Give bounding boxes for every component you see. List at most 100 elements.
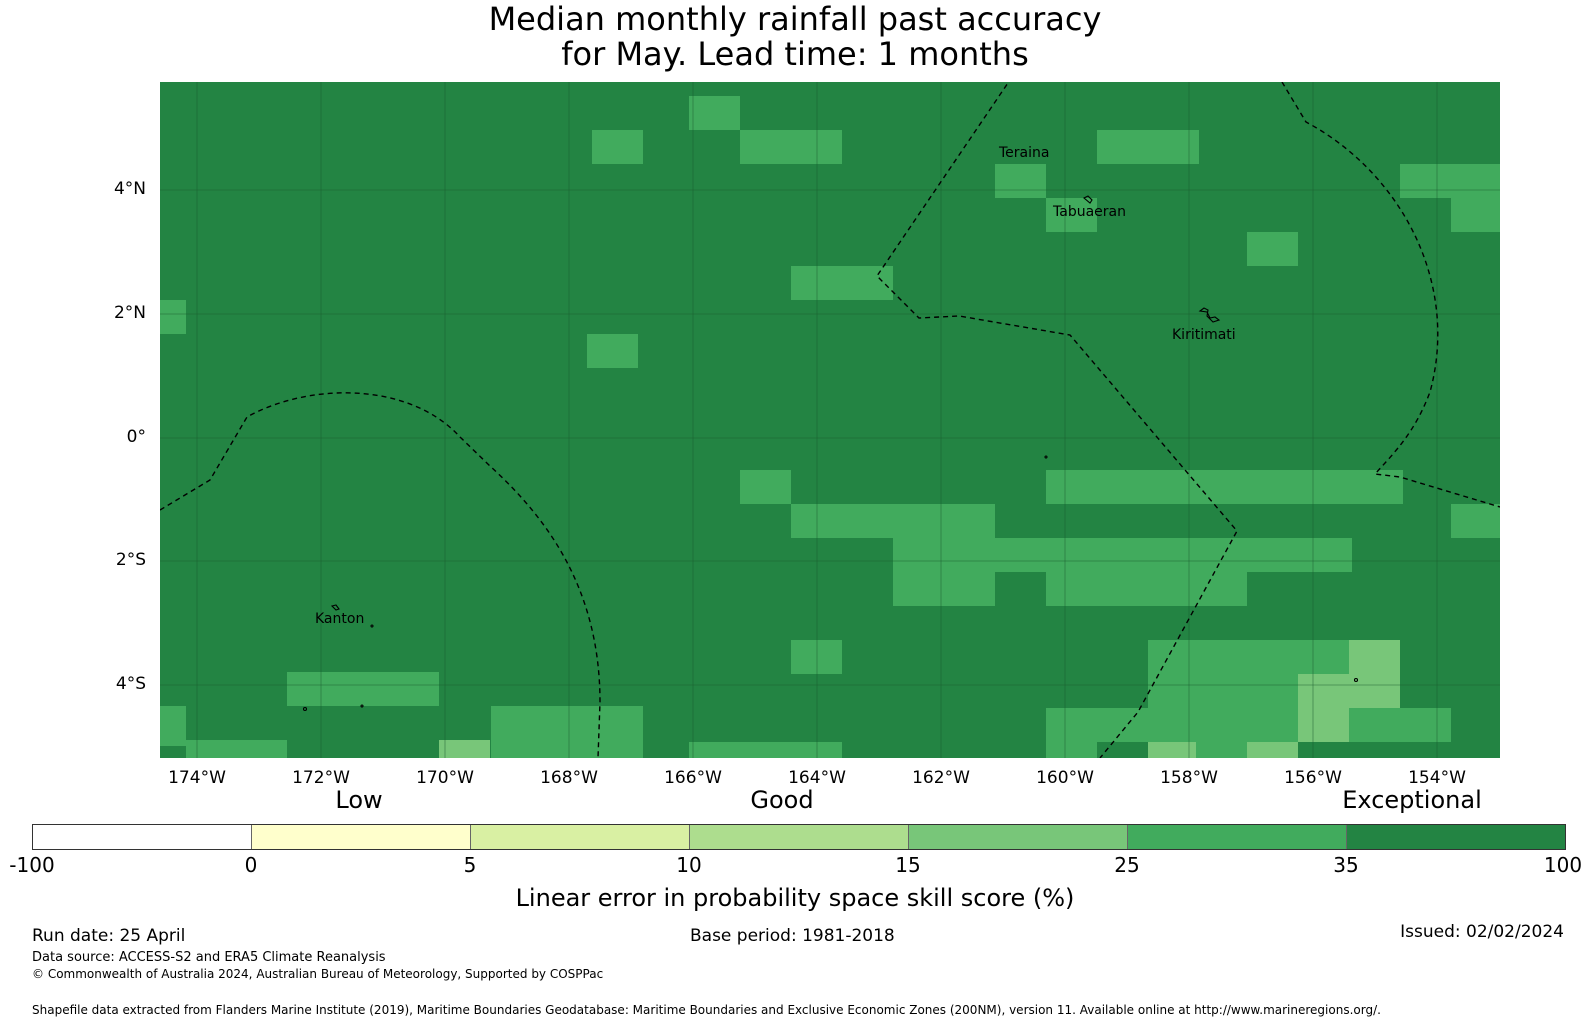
skill-cell — [1400, 164, 1500, 198]
lon-label-162w: 162°W — [912, 768, 970, 788]
legend-category-low: Low — [335, 786, 383, 814]
eez-boundary-line-line-islands-west — [876, 82, 1238, 758]
place-label-tabuaeran: Tabuaeran — [1052, 204, 1126, 220]
copyright: © Commonwealth of Australia 2024, Austra… — [32, 967, 604, 981]
skill-cell — [740, 130, 842, 164]
skill-cell — [1097, 130, 1199, 164]
chart-title-line2: for May. Lead time: 1 months — [561, 35, 1029, 73]
lon-label-170w: 170°W — [416, 768, 474, 788]
island-shape-equator — [1044, 455, 1048, 459]
skill-cell — [1046, 198, 1097, 232]
lat-label-2s: 2°S — [115, 550, 146, 570]
colorbar-tick-0: 0 — [244, 853, 258, 877]
skill-cell — [1046, 470, 1403, 504]
colorbar-tick-10: 10 — [676, 853, 702, 877]
skill-cell — [160, 706, 186, 746]
colorbar-tick-35: 35 — [1333, 853, 1359, 877]
skill-cell — [160, 300, 186, 334]
colorbar-segment-5 — [1128, 825, 1347, 849]
colorbar-tick-5: 5 — [463, 853, 477, 877]
skill-cell — [1298, 708, 1349, 742]
skill-cell — [1046, 708, 1199, 742]
colorbar-label: Linear error in probability space skill … — [515, 884, 1075, 912]
skill-cell — [186, 740, 287, 758]
lon-label-168w: 168°W — [540, 768, 598, 788]
skill-cell — [791, 640, 842, 674]
skill-cell — [689, 96, 740, 130]
island-shape-tabuaeran — [1083, 195, 1093, 204]
colorbar-tick-100: 100 — [1543, 853, 1583, 877]
data-source: Data source: ACCESS-S2 and ERA5 Climate … — [32, 950, 386, 965]
skill-cell — [995, 164, 1046, 198]
skill-cell — [1046, 572, 1199, 606]
skill-cell — [1196, 742, 1247, 758]
skill-cell — [587, 334, 638, 368]
eez-boundaries — [160, 82, 1500, 758]
skill-cell — [1196, 708, 1298, 742]
place-label-teraina: Teraina — [998, 145, 1049, 161]
skill-cell — [689, 742, 842, 758]
lon-label-160w: 160°W — [1036, 768, 1094, 788]
colorbar-segment-6 — [1347, 825, 1565, 849]
island-shape-south-2 — [360, 704, 364, 708]
skill-cell — [1349, 640, 1400, 674]
eez-boundary-line-phoenix — [160, 392, 601, 758]
skill-cell — [592, 130, 643, 164]
island-shape-kanton-east — [370, 624, 374, 628]
issued-date: Issued: 02/02/2024 — [1400, 922, 1564, 942]
lon-label-164w: 164°W — [788, 768, 846, 788]
lon-label-156w: 156°W — [1284, 768, 1342, 788]
skill-cell — [944, 504, 995, 538]
colorbar — [32, 824, 1566, 850]
place-label-kanton: Kanton — [315, 611, 364, 627]
skill-cell — [1298, 674, 1349, 708]
island-shape-kanton — [330, 604, 340, 611]
skill-cell — [439, 740, 490, 758]
skill-cell — [1247, 232, 1298, 266]
lat-label-4s: 4°S — [115, 674, 146, 694]
run-date: Run date: 25 April — [32, 926, 186, 946]
skill-cell — [791, 266, 893, 300]
skill-cell — [893, 572, 995, 606]
lon-label-158w: 158°W — [1160, 768, 1218, 788]
island-outlines — [302, 195, 1359, 712]
island-shape-southeast — [1353, 677, 1359, 683]
place-label-kiritimati: Kiritimati — [1172, 327, 1236, 343]
skill-cell — [1451, 198, 1500, 232]
chart-title-line1: Median monthly rainfall past accuracy — [488, 0, 1102, 38]
skill-cell — [491, 706, 643, 758]
lat-label-0: 0° — [126, 427, 146, 447]
colorbar-tick-15: 15 — [895, 853, 921, 877]
skill-cell — [1148, 640, 1352, 674]
skill-cell — [1247, 742, 1298, 758]
skill-cell — [1349, 708, 1451, 742]
colorbar-segment-3 — [690, 825, 909, 849]
skill-cell — [1046, 742, 1097, 758]
lon-label-172w: 172°W — [292, 768, 350, 788]
map-gridlines — [160, 82, 1500, 758]
colorbar-segment-0 — [33, 825, 252, 849]
legend-category-exceptional: Exceptional — [1342, 786, 1482, 814]
lat-label-4n: 4°N — [113, 179, 146, 199]
colorbar-segment-1 — [252, 825, 471, 849]
colorbar-tick-25: 25 — [1114, 853, 1140, 877]
colorbar-tick-neg100: -100 — [9, 853, 55, 877]
lon-label-174w: 174°W — [168, 768, 226, 788]
legend-category-good: Good — [750, 786, 814, 814]
skill-cell — [740, 470, 791, 504]
skill-map: Teraina Tabuaeran Kiritimati Kanton — [160, 82, 1500, 758]
island-shape-south-1 — [302, 706, 308, 712]
lon-label-154w: 154°W — [1408, 768, 1466, 788]
colorbar-segment-2 — [471, 825, 690, 849]
skill-cell — [1196, 572, 1247, 606]
lon-label-166w: 166°W — [664, 768, 722, 788]
skill-cell — [893, 538, 1352, 572]
skill-cell — [287, 672, 439, 706]
skill-cell — [1451, 504, 1500, 538]
island-shape-kiritimati — [1198, 307, 1221, 323]
shapefile-credit: Shapefile data extracted from Flanders M… — [32, 1003, 1381, 1017]
skill-cell — [1148, 674, 1301, 708]
colorbar-segment-4 — [909, 825, 1128, 849]
skill-cells — [160, 96, 1500, 758]
base-period: Base period: 1981-2018 — [690, 926, 895, 946]
